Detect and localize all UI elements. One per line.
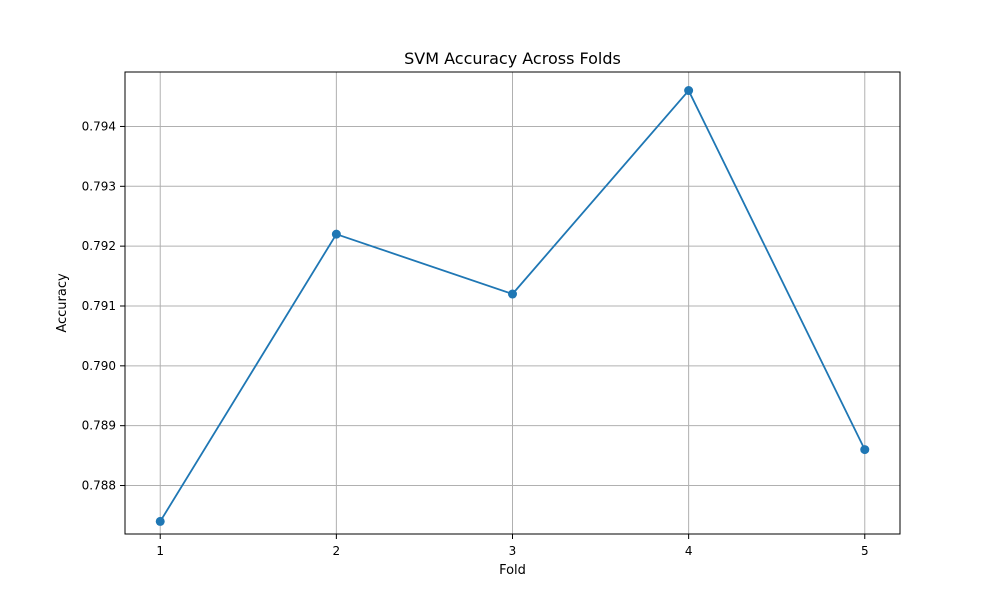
grid [125,72,900,534]
y-tick-label: 0.794 [82,119,116,133]
x-axis-ticks: 1 2 3 4 5 [156,534,869,558]
data-point [860,445,870,455]
y-tick-label: 0.793 [82,179,116,193]
series [155,86,870,526]
x-tick-label: 1 [156,544,164,558]
x-axis-label: Fold [499,563,526,578]
y-axis-ticks: 0.788 0.789 0.790 0.791 0.792 0.793 0.794 [82,119,125,493]
y-tick-label: 0.791 [82,299,116,313]
x-tick-label: 4 [685,544,693,558]
y-axis-label: Accuracy [55,273,70,333]
y-tick-label: 0.792 [82,239,116,253]
y-tick-label: 0.788 [82,479,116,493]
x-tick-label: 3 [509,544,517,558]
chart-title: SVM Accuracy Across Folds [404,49,621,68]
x-tick-label: 5 [861,544,869,558]
data-point [684,86,694,96]
data-point [508,289,517,299]
data-point [331,229,341,239]
y-tick-label: 0.789 [82,419,116,433]
x-tick-label: 2 [333,544,341,558]
y-tick-label: 0.790 [82,359,116,373]
data-point [155,516,165,526]
